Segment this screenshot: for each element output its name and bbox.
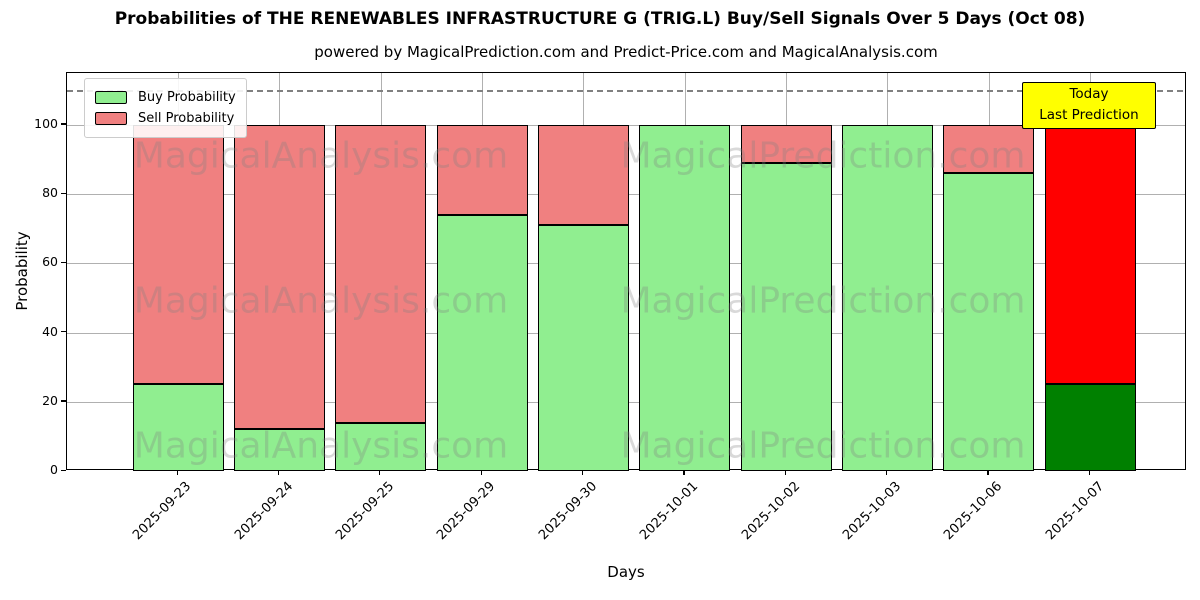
x-tick-mark	[987, 470, 989, 475]
x-tick-mark	[784, 470, 786, 475]
x-tick-mark	[885, 470, 888, 475]
x-tick-label-text: 2025-10-02	[738, 479, 803, 544]
legend: Buy Probability Sell Probability	[84, 78, 247, 138]
x-tick-label-text: 2025-09-30	[535, 479, 600, 544]
y-tick-mark	[61, 192, 66, 194]
bar-buy-segment	[943, 173, 1035, 471]
bar-buy-segment	[1044, 384, 1136, 471]
sell-swatch-icon	[95, 112, 127, 125]
bar-sell-segment	[740, 124, 832, 163]
y-tick-label: 100	[34, 115, 58, 131]
annotation-line1: Today	[1069, 86, 1109, 102]
bar-buy-segment	[436, 214, 528, 471]
x-tick-label-text: 2025-10-07	[1042, 479, 1107, 544]
bar-buy-segment	[639, 124, 731, 471]
legend-label: Sell Probability	[138, 111, 235, 126]
legend-item-buy: Buy Probability	[95, 90, 246, 105]
bar-sell-segment	[132, 124, 224, 385]
chart-title: Probabilities of THE RENEWABLES INFRASTR…	[114, 9, 1086, 29]
bar-buy-segment	[841, 124, 933, 471]
y-tick-label: 60	[42, 254, 58, 270]
legend-item-sell: Sell Probability	[95, 111, 246, 126]
y-tick-label: 40	[42, 323, 58, 339]
bar-sell-segment	[1044, 124, 1136, 385]
x-tick-mark	[379, 470, 381, 475]
x-tick-mark	[1088, 470, 1090, 475]
y-tick-mark	[61, 400, 66, 402]
y-tick-mark	[61, 261, 66, 264]
today-annotation: Today Last Prediction	[1022, 82, 1156, 129]
y-tick-mark	[61, 331, 66, 333]
annotation-line2: Last Prediction	[1039, 107, 1139, 123]
x-tick-label-text: 2025-10-06	[941, 479, 1006, 544]
x-tick-mark	[581, 470, 584, 475]
bar-buy-segment	[335, 422, 427, 471]
bar-buy-segment	[740, 162, 832, 471]
x-tick-label-text: 2025-09-25	[333, 479, 398, 544]
bar-buy-segment	[132, 384, 224, 471]
bar-buy-segment	[537, 225, 629, 471]
x-tick-mark	[480, 470, 482, 475]
y-tick-label: 0	[50, 462, 58, 477]
legend-label: Buy Probability	[138, 90, 236, 105]
x-tick-label-text: 2025-09-24	[231, 479, 296, 544]
y-tick-mark	[61, 123, 66, 125]
bar-sell-segment	[537, 124, 629, 226]
x-tick-label-text: 2025-09-23	[130, 479, 195, 544]
x-tick-label-text: 2025-10-03	[840, 479, 905, 544]
plot-area: Buy Probability Sell Probability Today La…	[66, 72, 1186, 471]
x-tick-mark	[176, 470, 178, 475]
y-tick-label: 80	[42, 185, 58, 201]
x-tick-mark	[683, 470, 685, 475]
bar-sell-segment	[335, 124, 427, 423]
bar-sell-segment	[233, 124, 325, 430]
threshold-dashed-line	[67, 90, 1185, 92]
chart-subtitle: powered by MagicalPrediction.com and Pre…	[314, 43, 938, 61]
y-tick-label: 20	[42, 392, 58, 408]
x-tick-label-text: 2025-10-01	[637, 479, 702, 544]
y-axis-label: Probability	[13, 231, 31, 311]
bar-sell-segment	[943, 124, 1035, 174]
x-tick-mark	[277, 470, 280, 475]
x-axis-label: Days	[607, 563, 645, 581]
buy-swatch-icon	[95, 91, 127, 104]
bar-sell-segment	[436, 124, 528, 215]
y-tick-mark	[61, 469, 66, 471]
x-tick-label-text: 2025-09-29	[434, 479, 499, 544]
bar-buy-segment	[233, 429, 325, 471]
